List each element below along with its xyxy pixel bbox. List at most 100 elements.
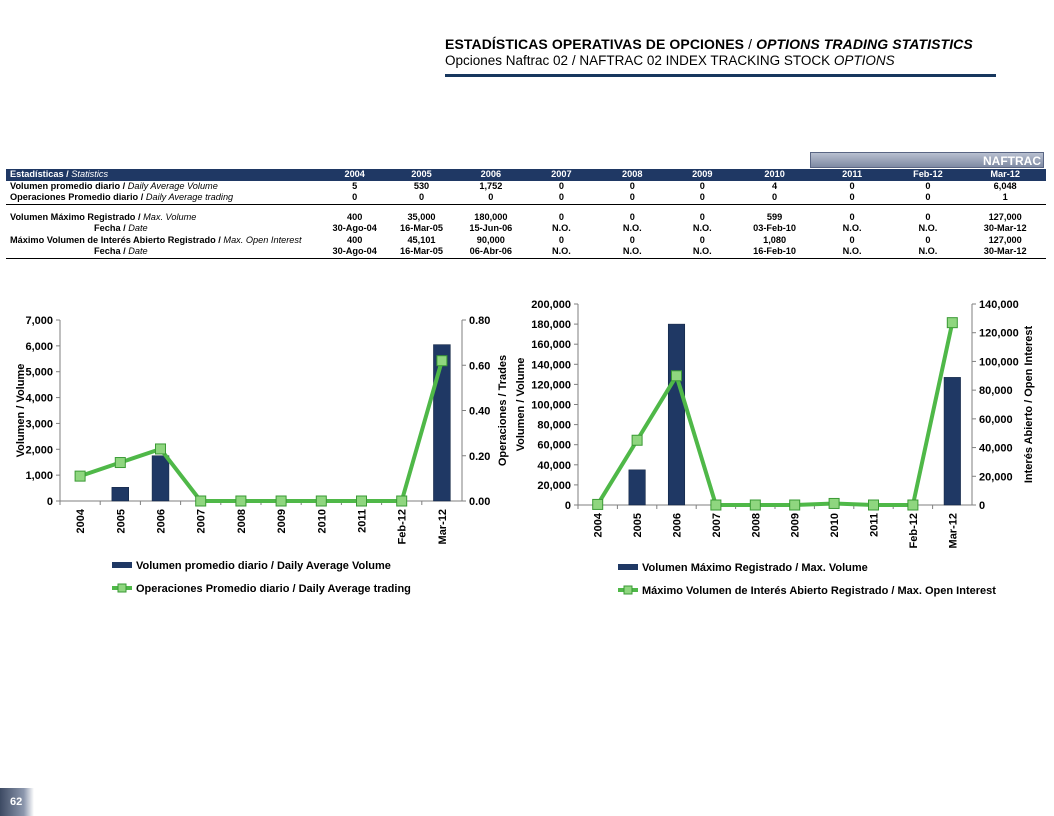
table-row: Máximo Volumen de Interés Abierto Regist… bbox=[6, 235, 1046, 247]
line-point bbox=[356, 495, 367, 507]
table-cell: 0 bbox=[321, 192, 388, 205]
x-tick-label: 2004 bbox=[75, 508, 87, 533]
bar bbox=[433, 344, 451, 502]
y-axis-right-label: Interés Abierto / Open Interest bbox=[1023, 326, 1035, 484]
x-tick-label: 2008 bbox=[750, 513, 762, 537]
table-cell: 35,000 bbox=[407, 211, 436, 222]
table-cell: 0 bbox=[925, 234, 931, 245]
table-cell: 0 bbox=[558, 234, 564, 245]
table-row: Volumen Máximo Registrado / Max. Volume 4… bbox=[6, 212, 1046, 224]
table-column-header: 2009 bbox=[668, 169, 737, 181]
table-cell: 0 bbox=[629, 180, 635, 191]
table-cell: 0 bbox=[558, 180, 564, 191]
table-cell: 1,080 bbox=[763, 234, 787, 245]
line-point bbox=[275, 495, 287, 507]
chart-daily-average: 0 1,000 2,000 3,000 4,000 5,000 6,000 7,000 0.00… bbox=[15, 315, 509, 595]
table-cell: 15-Jun-06 bbox=[469, 223, 513, 233]
table-cell: 0 bbox=[455, 192, 527, 205]
table-cell: 0 bbox=[629, 211, 635, 222]
table-cell: 0 bbox=[925, 180, 931, 191]
y-tick-label: 100,000 bbox=[531, 400, 571, 412]
table-cell: 0 bbox=[558, 211, 564, 222]
bar bbox=[628, 469, 646, 506]
line-point bbox=[155, 443, 166, 455]
legend-bar-swatch bbox=[112, 562, 132, 568]
line-point bbox=[631, 434, 643, 446]
line-point bbox=[868, 499, 879, 511]
table-cell: N.O. bbox=[918, 223, 938, 233]
table-cell: 400 bbox=[347, 211, 363, 222]
table-cell: N.O. bbox=[526, 246, 597, 259]
table-row: Fecha / Date 30-Ago-04 16-Mar-05 15-Jun-06 N… bbox=[6, 223, 1046, 235]
line-point bbox=[749, 499, 761, 511]
y-tick-label: 3,000 bbox=[25, 418, 53, 430]
x-tick-label: 2009 bbox=[790, 513, 802, 537]
x-tick-label: Mar-12 bbox=[437, 509, 449, 544]
table-row: Operaciones Promedio diario / Daily Aver… bbox=[6, 192, 1046, 205]
table-cell: 0 bbox=[387, 192, 456, 205]
y-right-tick-label: 0.20 bbox=[469, 451, 490, 463]
row-label: Operaciones Promedio diario / Daily Aver… bbox=[6, 192, 322, 205]
table-column-header: 2006 bbox=[455, 169, 527, 181]
table-cell: 5 bbox=[352, 180, 358, 191]
table-cell: 1 bbox=[964, 192, 1046, 205]
table-cell: 06-Abr-06 bbox=[455, 246, 527, 259]
page-number: 62 bbox=[0, 788, 34, 816]
table-cell: 180,000 bbox=[474, 211, 508, 222]
table-cell: 16-Mar-05 bbox=[387, 246, 456, 259]
table-column-header: 2005 bbox=[387, 169, 456, 181]
x-tick-label: 2007 bbox=[196, 509, 208, 533]
table-cell: 4 bbox=[772, 180, 778, 191]
y-tick-label: 80,000 bbox=[537, 420, 571, 432]
y-tick-label: 2,000 bbox=[25, 444, 53, 456]
table-cell: 0 bbox=[668, 192, 737, 205]
stats-table: Estadísticas / Statistics 2004 2005 2006 200… bbox=[6, 169, 1046, 259]
table-cell: 1,752 bbox=[479, 180, 503, 191]
legend-line-marker bbox=[623, 585, 633, 595]
chart-max-volume: 0 20,000 40,000 60,000 80,000 100,000 120,000 1… bbox=[515, 299, 1035, 597]
table-cell: N.O. bbox=[596, 246, 669, 259]
table-cell: 599 bbox=[766, 211, 783, 222]
y-tick-label: 140,000 bbox=[531, 359, 571, 371]
bar bbox=[151, 455, 170, 502]
table-cell: 0 bbox=[849, 234, 855, 245]
y-tick-label: 6,000 bbox=[25, 341, 53, 353]
y-right-tick-label: 120,000 bbox=[979, 328, 1019, 340]
table-cell: 30-Mar-12 bbox=[964, 246, 1046, 259]
row-label: Fecha / Date bbox=[6, 246, 322, 259]
y-right-tick-label: 0.40 bbox=[469, 406, 490, 418]
line-point bbox=[74, 470, 86, 482]
x-tick-label: 2011 bbox=[357, 509, 369, 533]
x-tick-label: 2004 bbox=[593, 512, 605, 537]
line-point bbox=[396, 495, 408, 507]
table-cell: 0 bbox=[699, 234, 705, 245]
x-tick-label: 2009 bbox=[276, 509, 288, 533]
line-point bbox=[789, 499, 801, 511]
x-tick-label: Mar-12 bbox=[947, 513, 959, 548]
line-point bbox=[907, 499, 919, 511]
x-tick-label: 2005 bbox=[632, 513, 644, 537]
table-cell: 0 bbox=[629, 234, 635, 245]
table-cell: 0 bbox=[812, 192, 892, 205]
table-column-header: 2010 bbox=[736, 169, 813, 181]
y-axis-label: Volumen / Volume bbox=[515, 358, 527, 452]
y-tick-label: 20,000 bbox=[537, 480, 571, 492]
row-label: Máximo Volumen de Interés Abierto Regist… bbox=[10, 234, 302, 245]
table-cell: 90,000 bbox=[476, 234, 505, 245]
header-rule bbox=[445, 74, 996, 77]
y-right-tick-label: 0.00 bbox=[469, 496, 490, 508]
x-tick-label: 2006 bbox=[156, 509, 168, 533]
legend-line-marker bbox=[117, 583, 127, 593]
page-header: ESTADÍSTICAS OPERATIVAS DE OPCIONES / OP… bbox=[445, 36, 1005, 77]
y-right-tick-label: 0 bbox=[979, 500, 985, 512]
table-cell: 03-Feb-10 bbox=[753, 223, 797, 233]
series-line bbox=[595, 322, 955, 507]
page-subtitle: Opciones Naftrac 02 / NAFTRAC 02 INDEX T… bbox=[445, 53, 895, 68]
y-tick-label: 200,000 bbox=[531, 299, 571, 311]
y-right-tick-label: 80,000 bbox=[979, 385, 1013, 397]
line-point bbox=[946, 317, 958, 329]
table-cell: 0 bbox=[699, 180, 705, 191]
x-tick-label: 2010 bbox=[829, 513, 841, 537]
y-right-tick-label: 100,000 bbox=[979, 356, 1019, 368]
table-cell: N.O. bbox=[668, 246, 737, 259]
